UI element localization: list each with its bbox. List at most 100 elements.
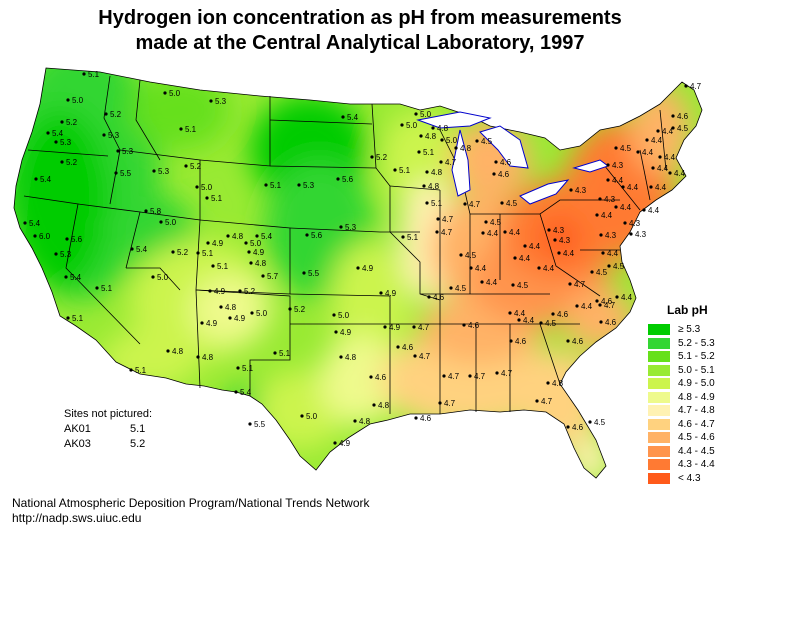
site-ph-value: 4.6 xyxy=(601,297,613,306)
site-dot xyxy=(209,99,213,103)
site-dot xyxy=(273,351,277,355)
site-dot xyxy=(297,183,301,187)
site-dot xyxy=(159,220,163,224)
site-dot xyxy=(261,274,265,278)
site-ph-value: 4.4 xyxy=(581,302,593,311)
site-dot xyxy=(462,323,466,327)
site-dot xyxy=(636,150,640,154)
site-dot xyxy=(163,91,167,95)
site-ph-value: 5.2 xyxy=(66,118,78,127)
site-ph-value: 5.3 xyxy=(122,147,134,156)
site-ph-value: 4.4 xyxy=(509,228,521,237)
site-ph-value: 4.9 xyxy=(339,439,351,448)
site-dot xyxy=(598,303,602,307)
site-dot xyxy=(34,177,38,181)
site-dot xyxy=(336,177,340,181)
site-dot xyxy=(459,253,463,257)
site-dot xyxy=(442,374,446,378)
site-dot xyxy=(590,270,594,274)
site-ph-value: 5.0 xyxy=(72,96,84,105)
site-ph-value: 4.4 xyxy=(627,183,639,192)
site-ph-value: 4.4 xyxy=(514,309,526,318)
legend-label: < 4.3 xyxy=(678,472,701,484)
site-dot xyxy=(236,366,240,370)
site-ph-value: 5.0 xyxy=(165,218,177,227)
site-dot xyxy=(601,251,605,255)
site-ph-value: 4.8 xyxy=(232,232,244,241)
site-dot xyxy=(454,146,458,150)
site-dot xyxy=(475,139,479,143)
footer-program: National Atmospheric Deposition Program/… xyxy=(12,496,370,510)
site-ph-value: 5.6 xyxy=(342,175,354,184)
site-dot xyxy=(196,355,200,359)
site-ph-value: 4.8 xyxy=(437,124,449,133)
site-ph-value: 4.4 xyxy=(655,183,667,192)
site-dot xyxy=(645,138,649,142)
site-ph-value: 4.7 xyxy=(690,82,702,91)
site-dot xyxy=(370,155,374,159)
site-dot xyxy=(517,318,521,322)
site-dot xyxy=(60,120,64,124)
site-dot xyxy=(234,390,238,394)
site-ph-value: 5.4 xyxy=(347,113,359,122)
site-ph-value: 5.3 xyxy=(158,167,170,176)
site-dot xyxy=(495,371,499,375)
site-ph-value: 5.0 xyxy=(306,412,318,421)
legend-label: 4.7 - 4.8 xyxy=(678,405,715,417)
site-ph-value: 4.4 xyxy=(601,211,613,220)
site-ph-value: 4.8 xyxy=(552,379,564,388)
site-ph-value: 5.0 xyxy=(446,136,458,145)
site-dot xyxy=(205,196,209,200)
legend-label: 4.5 - 4.6 xyxy=(678,432,715,444)
site-ph-value: 5.3 xyxy=(108,131,120,140)
site-ph-value: 4.7 xyxy=(442,215,454,224)
site-ph-value: 5.0 xyxy=(169,89,181,98)
site-ph-value: 4.7 xyxy=(469,200,481,209)
site-ph-value: 4.7 xyxy=(604,301,616,310)
site-dot xyxy=(144,209,148,213)
site-dot xyxy=(500,201,504,205)
site-ph-value: 4.4 xyxy=(607,249,619,258)
site-dot xyxy=(247,250,251,254)
site-ph-value: 4.5 xyxy=(545,319,557,328)
site-ph-value: 5.2 xyxy=(177,248,189,257)
site-ph-value: 5.5 xyxy=(308,269,320,278)
site-code: AK01 xyxy=(64,422,91,435)
site-dot xyxy=(539,321,543,325)
site-ph-value: 4.8 xyxy=(425,132,437,141)
site-dot xyxy=(288,307,292,311)
site-ph-value: 5.1 xyxy=(185,125,197,134)
site-dot xyxy=(249,261,253,265)
site-dot xyxy=(171,250,175,254)
legend-item: 5.0 - 5.1 xyxy=(648,364,715,378)
site-ph-value: 5.0 xyxy=(250,239,262,248)
legend-label: 5.1 - 5.2 xyxy=(678,351,715,363)
site-dot xyxy=(546,381,550,385)
site-dot xyxy=(658,155,662,159)
site-dot xyxy=(649,185,653,189)
site-ph-value: 5.1 xyxy=(101,284,113,293)
title-line-2: made at the Central Analytical Laborator… xyxy=(135,32,585,54)
site-dot xyxy=(480,280,484,284)
site-ph-value: 4.4 xyxy=(475,264,487,273)
site-ph-value: 4.6 xyxy=(572,337,584,346)
site-ph-value: 5.7 xyxy=(267,272,279,281)
site-dot xyxy=(427,295,431,299)
site-dot xyxy=(413,354,417,358)
site-dot xyxy=(250,311,254,315)
site-ph-value: 5.0 xyxy=(420,110,432,119)
site-dot xyxy=(468,374,472,378)
site-dot xyxy=(566,425,570,429)
legend-item: 4.6 - 4.7 xyxy=(648,418,715,432)
site-ph-value: 5.4 xyxy=(261,232,273,241)
site-dot xyxy=(553,238,557,242)
legend-swatch xyxy=(648,364,670,376)
legend-swatch xyxy=(648,405,670,417)
site-ph-value: 5.4 xyxy=(52,129,64,138)
site-dot xyxy=(339,355,343,359)
site-ph-value: 4.3 xyxy=(635,230,647,239)
site-dot xyxy=(569,188,573,192)
site-ph-value: 5.3 xyxy=(345,223,357,232)
site-dot xyxy=(547,228,551,232)
legend-swatch xyxy=(648,418,670,430)
